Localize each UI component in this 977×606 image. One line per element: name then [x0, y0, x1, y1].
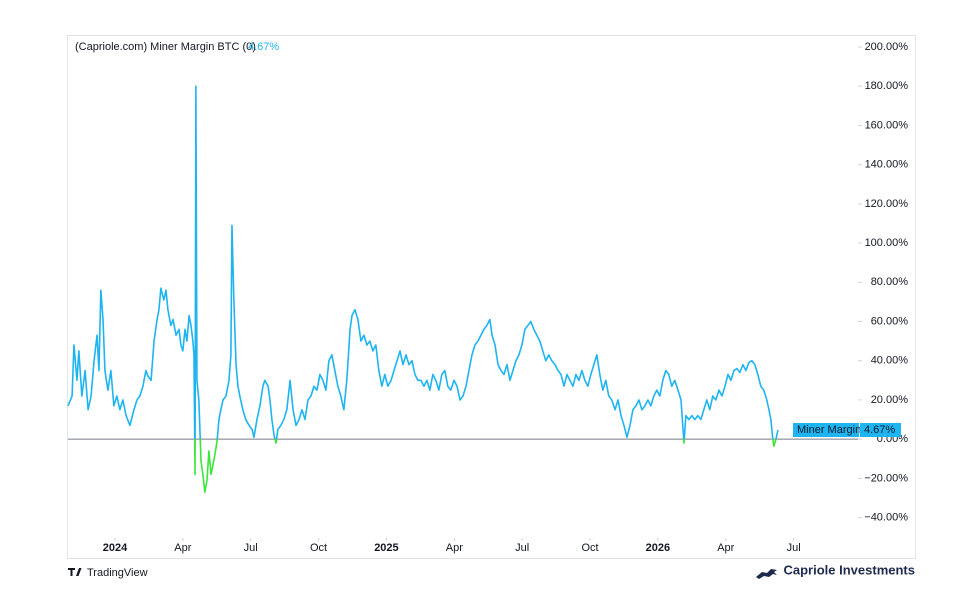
y-tick-label: 140.00% — [865, 159, 909, 171]
last-value-box — [860, 423, 901, 438]
y-tick-label: 180.00% — [865, 80, 909, 92]
x-tick-label: Apr — [446, 542, 463, 554]
brand-right: Capriole Investments — [784, 562, 916, 577]
series-line — [67, 85, 779, 440]
y-tick-label: 120.00% — [865, 198, 909, 210]
x-tick-label: Jul — [787, 542, 801, 554]
x-tick-label: Apr — [174, 542, 191, 554]
chart-title: (Capriole.com) Miner Margin BTC (0) — [75, 41, 256, 53]
y-tick-label: −20.00% — [864, 472, 908, 484]
x-tick-label: 2024 — [103, 542, 128, 554]
x-tick-label: Oct — [310, 542, 327, 554]
y-tick-label: 40.00% — [871, 355, 909, 367]
x-tick-label: Jul — [244, 542, 258, 554]
x-tick-label: 2026 — [646, 542, 670, 554]
y-tick-label: 60.00% — [871, 315, 909, 327]
y-tick-label: 20.00% — [871, 394, 909, 406]
x-tick-label: 2025 — [374, 542, 398, 554]
x-tick-label: Apr — [717, 542, 734, 554]
y-tick-label: 80.00% — [871, 276, 909, 288]
tradingview-logo — [68, 568, 82, 576]
x-tick-label: Jul — [515, 542, 529, 554]
y-tick-label: 200.00% — [865, 41, 909, 53]
legend-box — [793, 423, 859, 438]
x-tick-label: Oct — [581, 542, 598, 554]
brand-left: TradingView — [87, 567, 148, 579]
y-tick-label: −40.00% — [864, 512, 908, 524]
last-value-label: 4.67% — [864, 424, 895, 436]
legend-name: Miner Margin — [797, 424, 861, 436]
series-line-negative — [193, 439, 777, 493]
chart-frame — [67, 35, 916, 559]
capriole-logo — [756, 569, 777, 579]
title-value: 4.67% — [248, 41, 279, 53]
y-tick-label: 100.00% — [865, 237, 909, 249]
y-tick-label: 160.00% — [865, 119, 909, 131]
